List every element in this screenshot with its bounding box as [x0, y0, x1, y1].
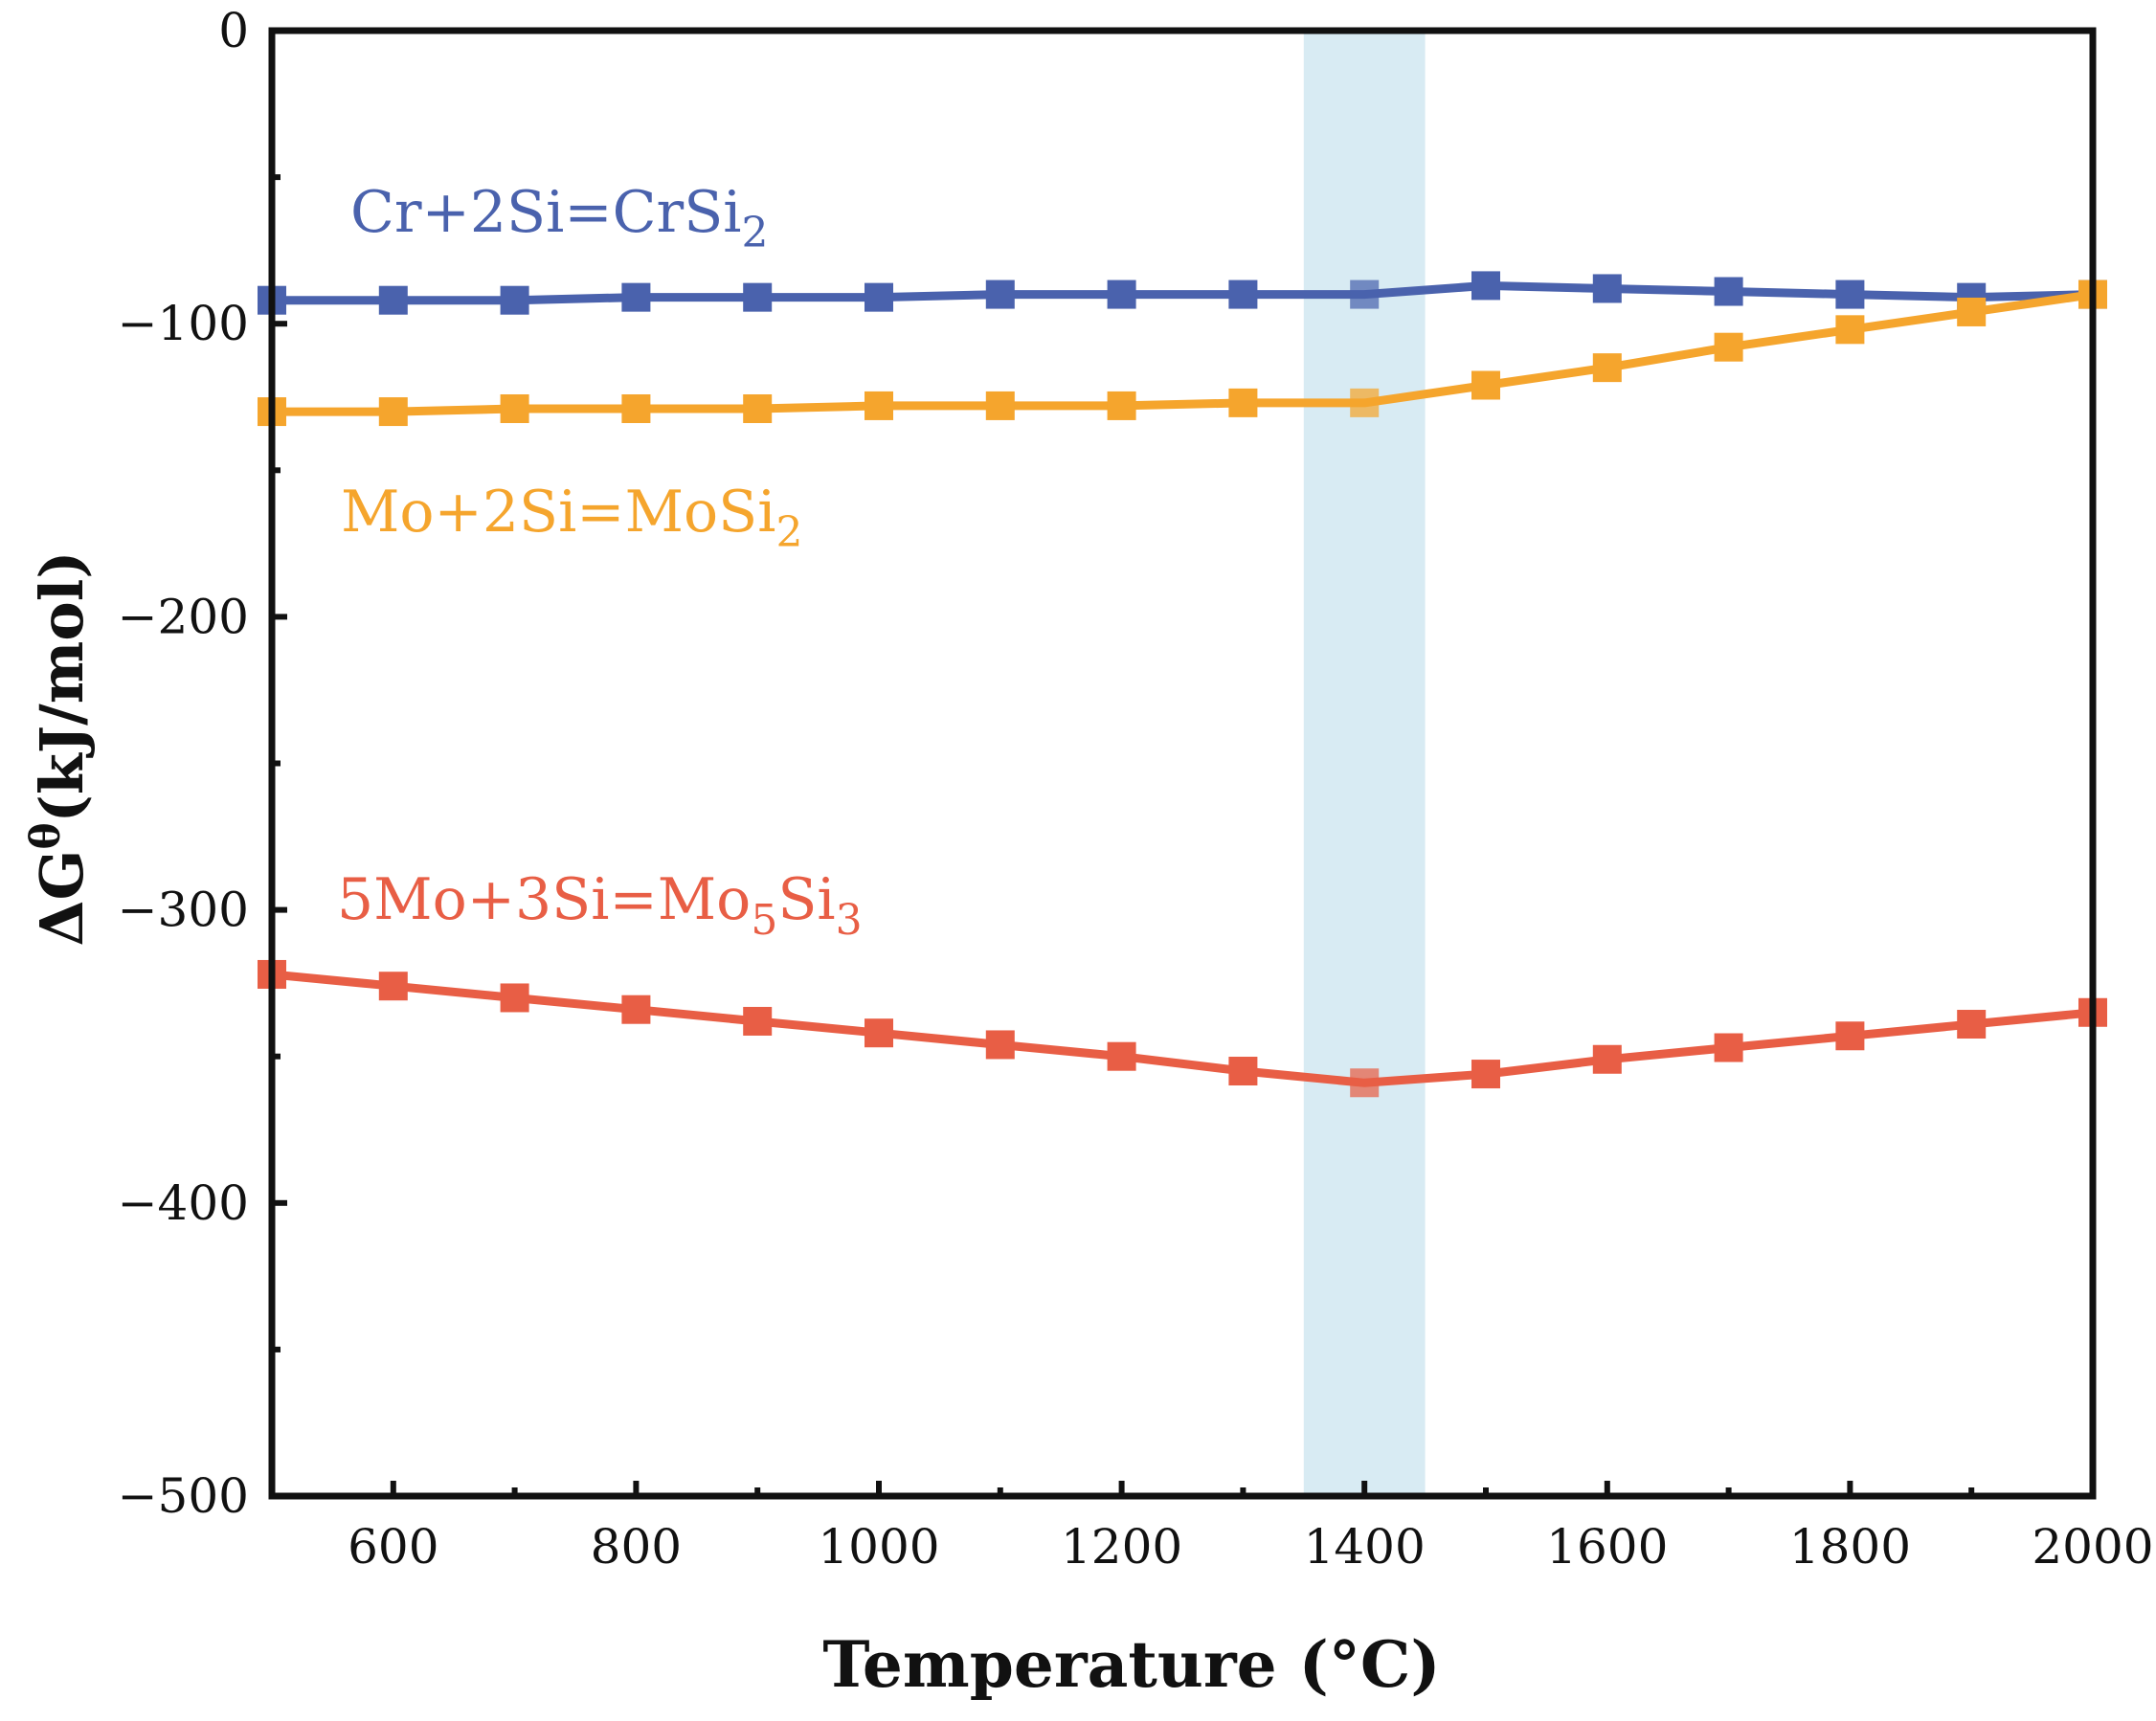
x-axis-title: Temperature (°C) [822, 1627, 1440, 1702]
y-tick-label: −500 [118, 1468, 249, 1524]
y-tick-label: −200 [118, 589, 249, 644]
data-point-series-2 [1835, 1021, 1865, 1051]
annotation-mo5si3: 5Mo+3Si=Mo5Si3 [337, 866, 863, 945]
ticks-layer: 600 800 1000 1200 1400 1600 1800 2000 0 −100 −200 −… [118, 3, 2154, 1575]
y-tick-label: −300 [118, 883, 249, 938]
data-point-series-0 [378, 285, 408, 315]
x-tick-label: 800 [591, 1519, 682, 1575]
data-point-series-2 [500, 983, 529, 1013]
data-point-series-1 [1714, 332, 1743, 362]
series-layer [258, 271, 2107, 1098]
y-axis-title: ΔGθ(kJ/mol) [22, 550, 97, 946]
x-tick-label: 1000 [818, 1519, 939, 1575]
data-point-series-2 [865, 1018, 893, 1048]
data-point-series-2 [743, 1006, 773, 1036]
data-point-series-1 [743, 393, 773, 423]
y-tick-label: −400 [118, 1175, 249, 1231]
data-point-series-1 [621, 393, 651, 423]
data-point-series-1 [985, 391, 1015, 420]
data-point-series-2 [378, 972, 408, 1001]
data-point-series-1 [1835, 315, 1865, 345]
data-point-series-1 [1228, 388, 1258, 417]
annotation-crsi2: Cr+2Si=CrSi2 [350, 179, 769, 257]
data-point-series-2 [1592, 1044, 1622, 1074]
data-point-series-1 [1471, 370, 1500, 400]
data-point-series-1 [865, 391, 893, 420]
data-point-series-0 [865, 282, 893, 312]
plot-frame [268, 27, 2097, 1500]
annotation-mosi2: Mo+2Si=MoSi2 [341, 479, 802, 557]
data-point-series-2 [1471, 1060, 1500, 1089]
series-line-0 [272, 280, 2094, 305]
data-point-series-1 [1107, 391, 1136, 420]
data-point-series-1 [500, 393, 529, 423]
data-point-series-2 [1350, 1068, 1380, 1098]
highlight-band [1303, 31, 1426, 1496]
x-tick-label: 600 [348, 1519, 438, 1575]
data-point-series-2 [1957, 1010, 1987, 1039]
data-point-series-0 [743, 282, 773, 312]
data-point-series-2 [1107, 1041, 1136, 1071]
data-point-series-0 [1107, 279, 1136, 309]
data-point-series-0 [1714, 277, 1743, 306]
x-tick-label: 1200 [1061, 1519, 1182, 1575]
x-tick-label: 1400 [1304, 1519, 1426, 1575]
series-line-2 [271, 970, 2094, 1087]
data-point-series-1 [1350, 388, 1380, 417]
series-line-1 [272, 290, 2094, 416]
data-point-series-0 [1835, 279, 1865, 309]
data-point-series-2 [621, 995, 651, 1024]
data-point-series-0 [621, 282, 651, 312]
data-point-series-1 [1957, 297, 1987, 326]
data-point-series-1 [1592, 353, 1622, 383]
y-tick-label: 0 [218, 3, 249, 58]
data-point-series-2 [985, 1030, 1015, 1060]
data-point-series-0 [1228, 279, 1258, 309]
data-point-series-0 [1592, 274, 1622, 303]
data-point-series-0 [1350, 279, 1380, 309]
data-point-series-0 [985, 279, 1015, 309]
data-point-series-0 [1471, 271, 1500, 301]
x-tick-label: 1600 [1546, 1519, 1668, 1575]
data-point-series-0 [500, 285, 529, 315]
x-tick-label: 1800 [1789, 1519, 1911, 1575]
data-point-series-2 [1228, 1057, 1258, 1086]
y-tick-label: −100 [118, 296, 249, 351]
data-point-series-1 [378, 397, 408, 427]
data-point-series-2 [1714, 1033, 1743, 1062]
x-tick-label: 2000 [2032, 1519, 2153, 1575]
